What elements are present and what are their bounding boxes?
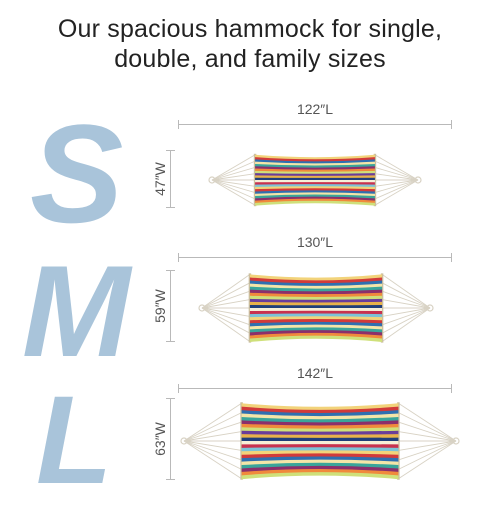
width-label-m: 59″W [152, 289, 168, 323]
size-letter-l: L [36, 371, 113, 510]
hammock-small-image [208, 153, 422, 207]
size-letter-s: S [30, 95, 124, 252]
width-label-s: 47″W [152, 162, 168, 196]
length-label-m: 130″L [296, 234, 334, 250]
width-label-l: 63″W [152, 422, 168, 456]
length-label-l: 142″L [296, 365, 334, 381]
headline-line-1: Our spacious hammock for single, [57, 15, 443, 43]
size-letter-m: M [22, 238, 131, 384]
hammock-large-image [180, 402, 460, 480]
length-label-s: 122″L [296, 101, 334, 117]
headline-line-2: double, and family sizes [114, 45, 386, 73]
hammock-medium-image [198, 273, 434, 343]
headline: Our spacious hammock for single, double,… [0, 14, 500, 74]
